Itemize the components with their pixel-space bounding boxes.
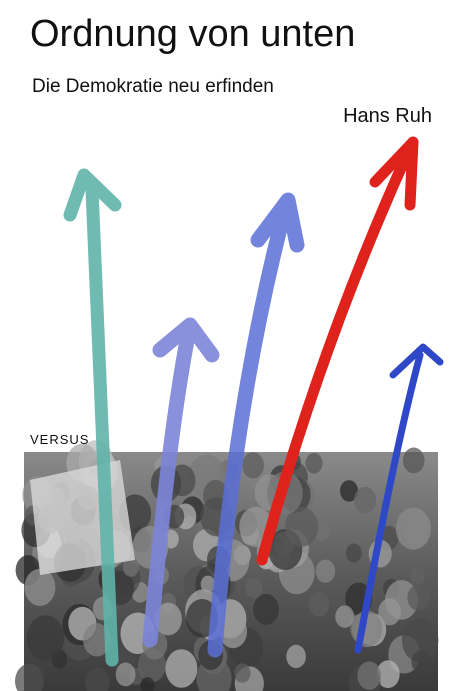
crowd-head bbox=[403, 448, 425, 474]
crowd-head bbox=[253, 594, 279, 625]
crowd-head bbox=[286, 645, 306, 668]
crowd-head bbox=[245, 578, 262, 598]
crowd-head bbox=[378, 598, 401, 625]
crowd-head bbox=[407, 585, 429, 611]
crowd-head bbox=[165, 649, 197, 688]
crowd-head bbox=[357, 661, 381, 689]
flag bbox=[30, 460, 135, 575]
crowd-head bbox=[24, 569, 55, 606]
author: Hans Ruh bbox=[343, 105, 432, 127]
crowd-head bbox=[411, 650, 430, 673]
book-cover: Ordnung von unten Die Demokratie neu erf… bbox=[0, 0, 449, 691]
crowd-head bbox=[309, 592, 329, 617]
crowd-head bbox=[116, 663, 136, 687]
subtitle: Die Demokratie neu erfinden bbox=[32, 76, 274, 97]
crowd-head bbox=[27, 615, 65, 660]
crowd-head bbox=[234, 663, 250, 682]
page: {"cover": {"title": "Ordnung von unten",… bbox=[0, 0, 449, 691]
crowd-head bbox=[354, 487, 376, 514]
crowd-head bbox=[335, 605, 354, 628]
publisher: VERSUS bbox=[30, 432, 89, 447]
crowd-head bbox=[410, 567, 425, 585]
crowd-head bbox=[316, 560, 336, 583]
title: Ordnung von unten bbox=[30, 13, 355, 55]
crowd-head bbox=[346, 544, 362, 563]
crowd-head bbox=[396, 507, 431, 549]
crowd-head bbox=[305, 453, 322, 474]
crowd-head bbox=[242, 452, 264, 478]
